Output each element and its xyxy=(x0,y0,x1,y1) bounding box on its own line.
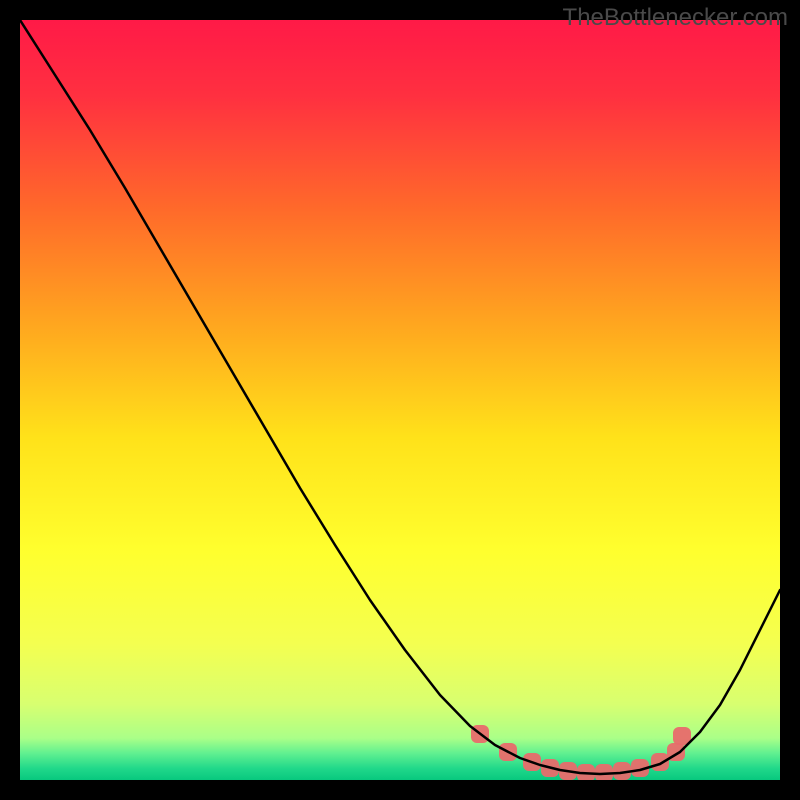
watermark-text: TheBottlenecker.com xyxy=(563,4,788,32)
curve-marker xyxy=(499,743,517,761)
curve-marker xyxy=(541,759,559,777)
curve-marker xyxy=(559,762,577,780)
curve-marker xyxy=(595,764,613,780)
plot-area xyxy=(20,20,780,780)
curve-marker xyxy=(613,762,631,780)
curve-marker xyxy=(631,759,649,777)
curve-marker xyxy=(667,743,685,761)
curve-marker xyxy=(471,725,489,743)
curve-marker xyxy=(523,753,541,771)
curve-marker xyxy=(651,753,669,771)
marker-group xyxy=(471,725,691,780)
curve-marker xyxy=(577,764,595,780)
bottleneck-curve xyxy=(20,20,780,774)
plot-svg xyxy=(20,20,780,780)
background-gradient xyxy=(20,20,780,780)
curve-marker xyxy=(673,727,691,745)
